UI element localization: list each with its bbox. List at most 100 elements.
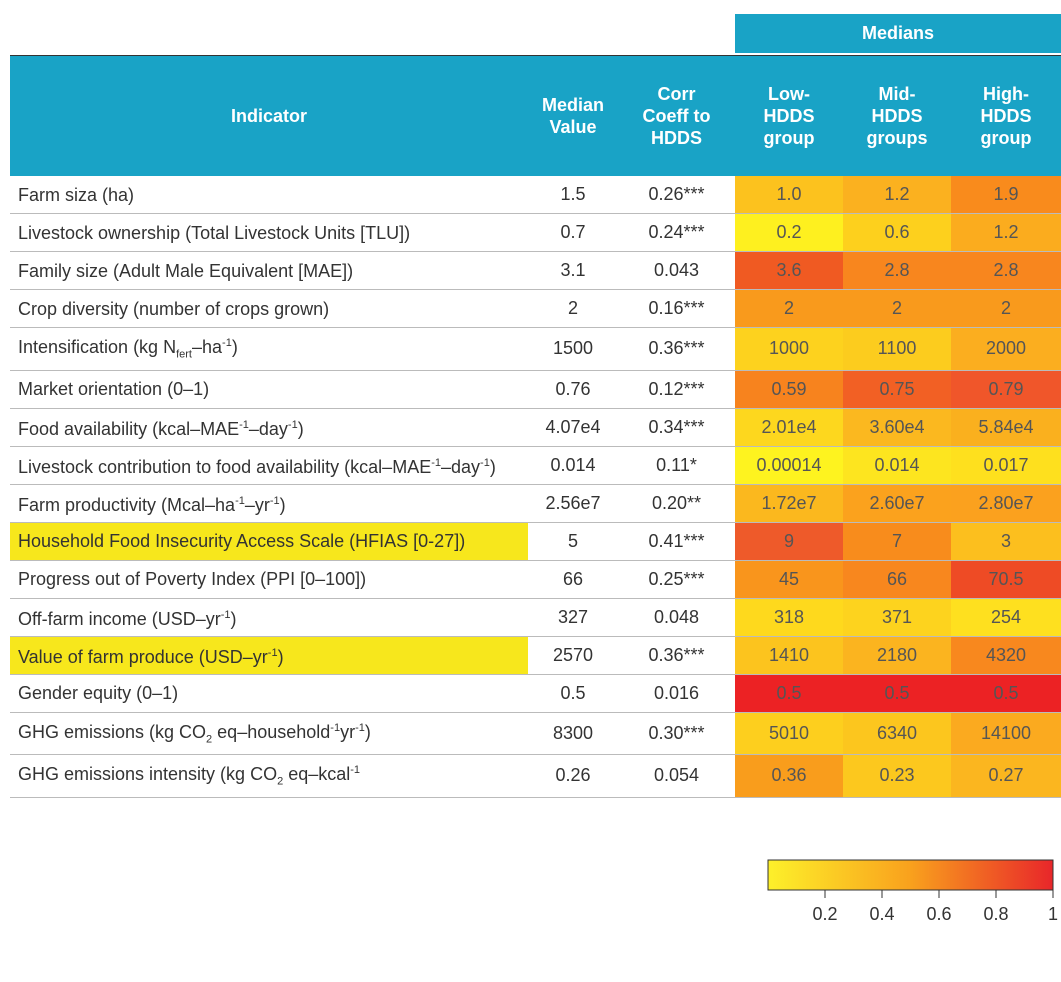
text: GHG emissions intensity (kg CO xyxy=(18,764,278,785)
heat-cell: 3.6 xyxy=(735,252,843,289)
heat-cell: 2.01e4 xyxy=(735,408,843,446)
heat-cell: 2180 xyxy=(843,636,951,674)
indicator-text: Off-farm income (USD–yr-1) xyxy=(18,604,236,630)
heat-cell: 1410 xyxy=(735,636,843,674)
indicator-cell: Market orientation (0–1) xyxy=(10,371,528,408)
tick-label: 0.8 xyxy=(983,904,1008,924)
heat-cell: 1.0 xyxy=(735,176,843,213)
heat-cell: 0.5 xyxy=(951,674,1061,712)
indicator-text: GHG emissions intensity (kg CO2 eq–kcal-… xyxy=(18,759,360,793)
corr-cell: 0.30*** xyxy=(648,722,705,743)
header-text: Low- xyxy=(768,84,810,104)
text: Livestock contribution to food availabil… xyxy=(18,457,432,478)
header-text: Indicator xyxy=(230,106,307,126)
corr-cell: 0.41*** xyxy=(648,530,705,551)
corr-cell: 0.048 xyxy=(653,606,700,627)
header-cell: High- HDDS group xyxy=(951,56,1061,176)
superscript: -1 xyxy=(330,721,341,734)
median-cell: 2 xyxy=(567,298,578,318)
median-cell: 66 xyxy=(562,568,584,589)
text: ) xyxy=(489,457,496,478)
text: Farm productivity (Mcal–ha xyxy=(18,495,236,516)
median-cell: 1500 xyxy=(552,338,594,359)
header-text: HDDS xyxy=(650,128,702,148)
corr-cell: 0.24*** xyxy=(648,222,705,242)
superscript: -1 xyxy=(235,495,245,508)
median-cell: 327 xyxy=(557,606,589,627)
indicator-text: Food availability (kcal–MAE-1–day-1) xyxy=(18,414,304,440)
header-text: Mid- xyxy=(878,84,916,104)
indicator-text: Intensification (kg Nfert–ha-1) xyxy=(18,332,238,366)
tick-label: 1 xyxy=(1048,904,1058,924)
heat-cell: 0.5 xyxy=(735,674,843,712)
indicator-text: Livestock contribution to food availabil… xyxy=(18,452,496,478)
header-row: Indicator Median Value Corr Coeff to HDDS Low-… xyxy=(10,56,1061,176)
corr-cell: 0.34*** xyxy=(648,416,705,437)
text: Value of farm produce (USD–yr xyxy=(18,647,268,668)
corr-cell: 0.25*** xyxy=(648,568,705,589)
indicator-cell: GHG emissions (kg CO2 eq–household-1yr-1… xyxy=(10,713,528,755)
row: Food availability (kcal–MAE-1–day-1) 4.07… xyxy=(10,408,1061,447)
header-text: group xyxy=(980,128,1032,148)
header-cell: Median Value xyxy=(528,56,618,176)
heat-cell: 2 xyxy=(735,290,843,327)
indicator-text: Crop diversity (number of crops grown) xyxy=(18,298,329,320)
row: Family size (Adult Male Equivalent [MAE]… xyxy=(10,252,1061,290)
header-text: High- xyxy=(983,84,1029,104)
heat-cell: 254 xyxy=(951,598,1061,636)
heat-cell: 2.8 xyxy=(843,252,951,289)
header-cell: Indicator xyxy=(10,56,528,176)
text: ) xyxy=(231,337,238,357)
subscript: 2 xyxy=(277,775,284,788)
text: Family size (Adult Male Equivalent [MAE]… xyxy=(18,260,354,281)
subscript: fert xyxy=(176,348,192,361)
text: Farm siza (ha) xyxy=(18,184,135,205)
corr-cell: 0.016 xyxy=(653,682,700,703)
indicator-cell: Intensification (kg Nfert–ha-1) xyxy=(10,328,528,370)
heat-cell: 3 xyxy=(951,522,1061,560)
row: Farm productivity (Mcal–ha-1–yr-1) 2.56e7… xyxy=(10,484,1061,523)
row: GHG emissions (kg CO2 eq–household-1yr-1… xyxy=(10,712,1061,756)
corr-cell: 0.16*** xyxy=(648,298,705,318)
superscript: -1 xyxy=(267,647,278,660)
heat-cell: 3.60e4 xyxy=(843,408,951,446)
heat-cell: 1000 xyxy=(735,328,843,370)
text: Livestock ownership (Total Livestock Uni… xyxy=(18,222,411,243)
superscript: -1 xyxy=(269,495,280,508)
row: Crop diversity (number of crops grown) 2 0… xyxy=(10,290,1061,328)
indicator-cell: Livestock ownership (Total Livestock Uni… xyxy=(10,214,528,251)
indicator-text: Progress out of Poverty Index (PPI [0–10… xyxy=(18,568,366,590)
text: Intensification (kg N xyxy=(18,337,177,357)
median-cell: 0.26 xyxy=(555,765,591,786)
median-cell: 0.5 xyxy=(560,682,586,703)
header-cell: Low- HDDS group xyxy=(735,56,843,176)
heat-cell: 2 xyxy=(843,290,951,327)
superscript: -1 xyxy=(480,457,490,470)
indicator-cell: Household Food Insecurity Access Scale (… xyxy=(10,522,528,560)
heat-cell: 4320 xyxy=(951,636,1061,674)
heat-cell: 0.75 xyxy=(843,370,951,408)
indicator-text: Gender equity (0–1) xyxy=(18,682,178,704)
row: Livestock contribution to food availabil… xyxy=(10,446,1061,485)
table: Indicator Median Value Corr Coeff to HDDS Low-… xyxy=(10,55,1061,798)
corr-cell: 0.043 xyxy=(653,260,700,280)
text: Market orientation (0–1) xyxy=(18,379,210,400)
indicator-cell: Progress out of Poverty Index (PPI [0–10… xyxy=(10,561,528,598)
indicator-cell: Farm siza (ha) xyxy=(10,176,528,213)
superscript: -1 xyxy=(431,457,441,470)
text: ) xyxy=(277,647,284,668)
heat-cell: 0.27 xyxy=(951,755,1061,797)
heat-cell: 7 xyxy=(843,522,951,560)
superscript: -1 xyxy=(287,419,298,432)
header-text: Corr xyxy=(657,84,696,104)
header-cell: Mid- HDDS groups xyxy=(843,56,951,176)
text: ) xyxy=(364,721,371,742)
text: eq–kcal xyxy=(283,764,351,785)
text: ) xyxy=(279,495,286,516)
indicator-cell: Crop diversity (number of crops grown) xyxy=(10,290,528,327)
corr-cell: 0.36*** xyxy=(648,338,705,359)
corr-cell: 0.11* xyxy=(656,454,697,475)
median-cell: 0.7 xyxy=(560,222,586,242)
heat-cell: 1.9 xyxy=(951,176,1061,213)
heat-cell: 0.79 xyxy=(951,370,1061,408)
